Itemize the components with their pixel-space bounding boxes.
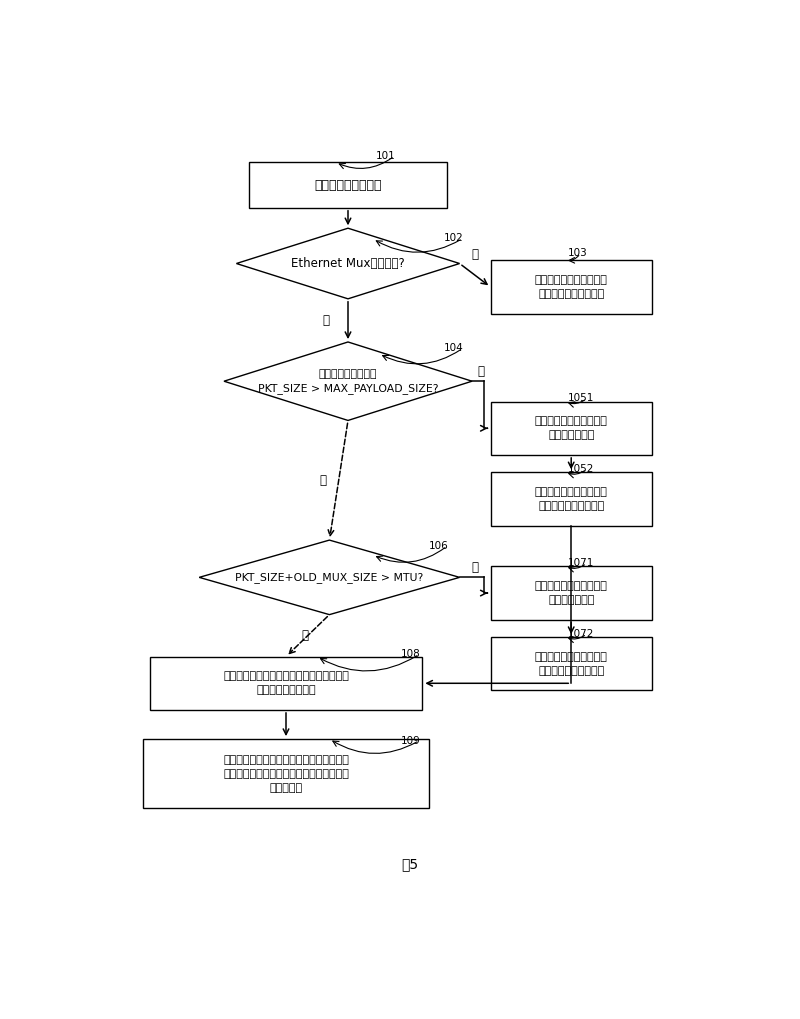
Text: 对已复用的以太报文进行
以太封装并发送: 对已复用的以太报文进行 以太封装并发送 — [534, 581, 608, 605]
Polygon shape — [224, 342, 472, 421]
FancyBboxPatch shape — [490, 261, 652, 314]
Text: 1071: 1071 — [568, 558, 594, 569]
Text: 1051: 1051 — [568, 393, 594, 404]
Polygon shape — [237, 228, 459, 299]
Text: 否: 否 — [301, 629, 308, 642]
Text: 对已复用的以太报文进行
以太封装并发送: 对已复用的以太报文进行 以太封装并发送 — [534, 417, 608, 440]
Text: 将待封装的子报文复用到已复用的以太报文
的一子报文净荷单元: 将待封装的子报文复用到已复用的以太报文 的一子报文净荷单元 — [223, 672, 349, 695]
Text: 108: 108 — [401, 649, 421, 659]
Text: 否: 否 — [320, 474, 326, 487]
Text: 图5: 图5 — [402, 857, 418, 871]
Text: 将该待封装的语音报文复
用到一个新的以太报文: 将该待封装的语音报文复 用到一个新的以太报文 — [534, 652, 608, 676]
Text: 109: 109 — [401, 736, 421, 746]
Text: 1052: 1052 — [568, 464, 594, 474]
FancyBboxPatch shape — [490, 637, 652, 690]
Text: 将该待封装的子报文的长度累加到已复用的
以太报文的载荷长度中得到当前的以太报文
的载荷长度: 将该待封装的子报文的长度累加到已复用的 以太报文的载荷长度中得到当前的以太报文 … — [223, 754, 349, 793]
Text: 否: 否 — [472, 248, 478, 261]
Text: Ethernet Mux是否启用?: Ethernet Mux是否启用? — [291, 257, 405, 270]
Text: 103: 103 — [568, 249, 588, 258]
Text: 接收待封装的子报文: 接收待封装的子报文 — [314, 178, 382, 192]
Text: 是: 是 — [478, 365, 485, 378]
Text: 106: 106 — [429, 541, 448, 551]
FancyBboxPatch shape — [490, 567, 652, 620]
Text: 101: 101 — [376, 151, 396, 161]
Text: 1072: 1072 — [568, 629, 594, 639]
Text: 待封装的语音报文的
PKT_SIZE > MAX_PAYLOAD_SIZE?: 待封装的语音报文的 PKT_SIZE > MAX_PAYLOAD_SIZE? — [258, 369, 438, 393]
FancyBboxPatch shape — [490, 472, 652, 526]
Text: 104: 104 — [444, 343, 464, 354]
FancyBboxPatch shape — [150, 656, 422, 710]
FancyBboxPatch shape — [143, 739, 429, 808]
FancyBboxPatch shape — [249, 162, 447, 208]
Text: 102: 102 — [444, 233, 464, 244]
Polygon shape — [199, 540, 459, 614]
Text: PKT_SIZE+OLD_MUX_SIZE > MTU?: PKT_SIZE+OLD_MUX_SIZE > MTU? — [235, 572, 423, 583]
Text: 是: 是 — [472, 561, 478, 575]
FancyBboxPatch shape — [490, 401, 652, 454]
Text: 对该待封装的语音报文进
行传统以太封装并发送: 对该待封装的语音报文进 行传统以太封装并发送 — [534, 275, 608, 299]
Text: 对该待封装的语音报文进
行传统以太封装并发送: 对该待封装的语音报文进 行传统以太封装并发送 — [534, 487, 608, 511]
Text: 是: 是 — [322, 314, 330, 327]
